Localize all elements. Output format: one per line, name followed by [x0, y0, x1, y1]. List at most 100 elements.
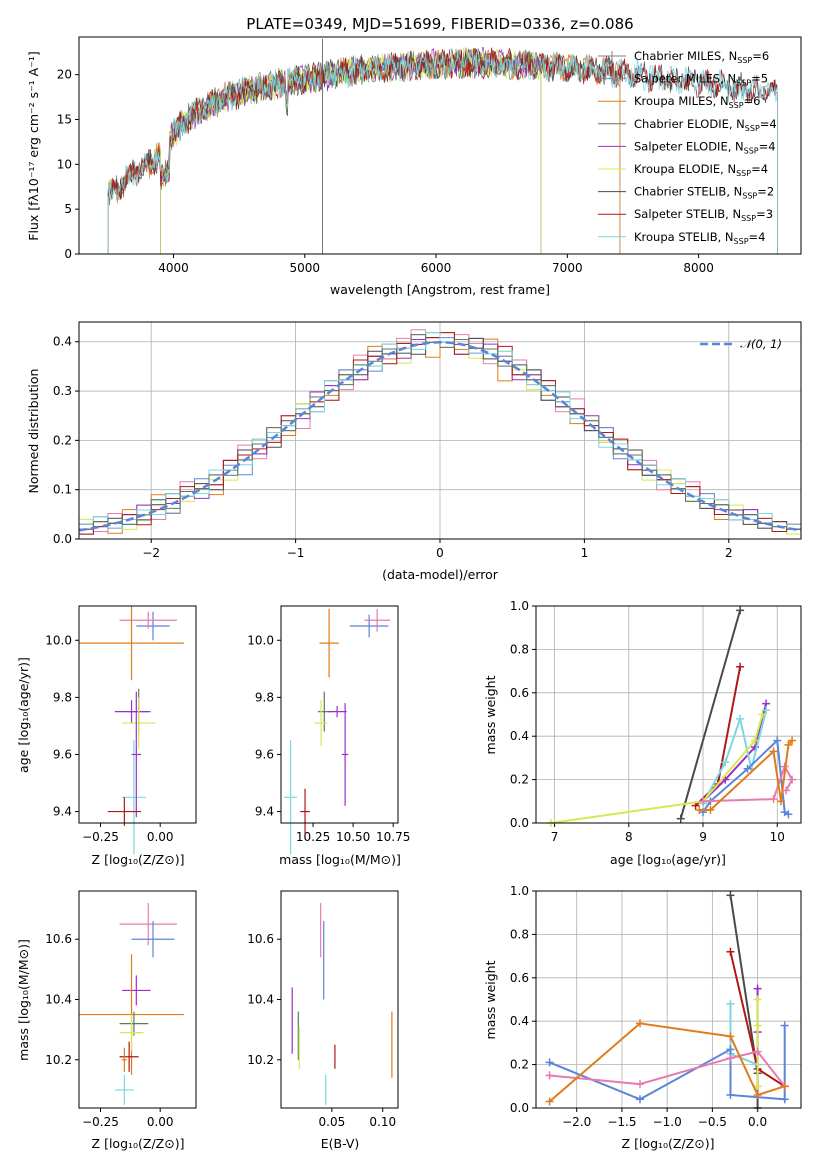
age-vs-metallicity-ytick-label: 9.8 — [53, 690, 72, 704]
weight-vs-metallicity-ytick-label: 0.4 — [510, 1014, 529, 1028]
spectrum-ytick-label: 20 — [57, 68, 72, 82]
weight-vs-metallicity-ytick-label: 0.0 — [510, 1101, 529, 1115]
age-vs-mass-panel: 10.25 10.50 10.75 9.4 9.6 9.8 10.0 — [247, 605, 410, 855]
mass-vs-ebv-xlabel: E(B-V) — [321, 1136, 360, 1151]
age-vs-metallicity-panel: −0.25 0.00 9.4 9.6 9.8 10.0 — [45, 605, 197, 855]
age-vs-mass-xtick-label: 10.75 — [376, 830, 410, 844]
spectrum-xtick-label: 8000 — [683, 261, 714, 275]
weight-vs-metallicity-xtick-label: 0.0 — [748, 1115, 767, 1129]
mass-vs-ebv-ytick-label: 10.4 — [247, 993, 274, 1007]
weight-vs-age-ytick-label: 0.8 — [510, 642, 529, 656]
spectrum-ytick-label: 0 — [64, 247, 72, 261]
weight-vs-metallicity-xtick-label: −2.0 — [562, 1115, 591, 1129]
spectrum-legend-label: Salpeter ELODIE, NSSP=4 — [634, 139, 776, 155]
age-vs-metallicity-xlabel: Z [log₁₀(Z/Z⊙)] — [92, 852, 185, 867]
spectrum-frame — [78, 36, 802, 255]
residuals-xtick-label: 0 — [436, 546, 444, 560]
spectrum-legend-subscript: SSP — [736, 169, 751, 178]
spectrum-legend-label: Salpeter MILES, NSSP=5 — [634, 72, 768, 88]
mass-vs-ebv-ytick-label: 10.6 — [247, 932, 274, 946]
weight-vs-metallicity-panel: −2.0 −1.5 −1.0 −0.5 0.0 0.0 0.2 0.4 0.6 0.8 1.0 — [510, 884, 802, 1129]
spectrum-legend-count: =4 — [760, 117, 777, 131]
weight-vs-age-series-line — [702, 703, 768, 803]
mass-vs-ebv-frame — [280, 890, 399, 1109]
weight-vs-metallicity-xtick-label: −1.0 — [653, 1115, 682, 1129]
spectrum-xtick-label: 6000 — [421, 261, 452, 275]
spectrum-legend-count: =3 — [756, 207, 773, 221]
residuals-xtick-label: 2 — [725, 546, 733, 560]
spectrum-legend-subscript: SSP — [745, 124, 760, 133]
weight-vs-metallicity-xtick-label: −0.5 — [698, 1115, 727, 1129]
weight-vs-age-ytick-label: 0.2 — [510, 773, 529, 787]
mass-vs-ebv-xtick-label: 0.05 — [319, 1115, 346, 1129]
spectrum-panel: 4000 5000 6000 7000 8000 0 5 10 15 20 Chabrier MIL… — [57, 36, 802, 275]
spectrum-ytick-label: 15 — [57, 112, 72, 126]
weight-vs-age-ytick-label: 0.4 — [510, 729, 529, 743]
age-vs-metallicity-frame — [78, 605, 197, 824]
spectrum-xtick-label: 5000 — [290, 261, 321, 275]
weight-vs-metallicity-ytick-label: 0.6 — [510, 971, 529, 985]
spectrum-xtick-label: 7000 — [552, 261, 583, 275]
spectrum-legend-count: =4 — [751, 162, 768, 176]
mass-vs-metallicity-xlabel: Z [log₁₀(Z/Z⊙)] — [92, 1136, 185, 1151]
residuals-frame — [78, 321, 802, 540]
mass-vs-ebv-panel: 0.05 0.10 10.2 10.4 10.6 — [247, 890, 399, 1129]
figure-title: PLATE=0349, MJD=51699, FIBERID=0336, z=0… — [246, 15, 633, 33]
spectrum-ytick-label: 5 — [64, 202, 72, 216]
spectrum-legend-label: Chabrier MILES, NSSP=6 — [634, 49, 769, 65]
weight-vs-age-series-line — [550, 714, 764, 824]
age-vs-mass-xlabel: mass [log₁₀(M/M⊙)] — [279, 852, 401, 867]
spectrum-legend-label: Chabrier STELIB, NSSP=2 — [634, 185, 774, 201]
spectrum-legend-label: Kroupa STELIB, NSSP=4 — [634, 230, 765, 246]
spectrum-legend-subscript: SSP — [742, 192, 757, 201]
weight-vs-metallicity-xtick-label: −1.5 — [607, 1115, 636, 1129]
spectrum-xtick-label: 4000 — [158, 261, 189, 275]
weight-vs-metallicity-frame — [535, 890, 802, 1109]
age-vs-mass-ytick-label: 9.4 — [255, 805, 274, 819]
spectrum-legend-count: =2 — [757, 185, 774, 199]
spectrum-legend-count: =6 — [744, 94, 761, 108]
residuals-histogram — [79, 332, 801, 529]
weight-vs-age-xlabel: age [log₁₀(age/yr)] — [610, 852, 726, 867]
residuals-ytick-label: 0.4 — [53, 335, 72, 349]
spectrum-legend-label: Kroupa ELODIE, NSSP=4 — [634, 162, 768, 178]
weight-vs-age-series-line — [679, 610, 742, 819]
mass-vs-metallicity-ytick-label: 10.2 — [45, 1053, 72, 1067]
mass-vs-ebv-ytick-label: 10.2 — [247, 1053, 274, 1067]
age-vs-metallicity-xtick-label: 0.00 — [147, 830, 174, 844]
mass-vs-metallicity-ylabel: mass [log₁₀(M/M⊙)] — [16, 939, 31, 1061]
spectrum-legend-label: Chabrier ELODIE, NSSP=4 — [634, 117, 777, 133]
weight-vs-age-ytick-label: 0.6 — [510, 686, 529, 700]
age-vs-metallicity-ytick-label: 9.6 — [53, 747, 72, 761]
residuals-xtick-label: −2 — [142, 546, 160, 560]
age-vs-mass-ytick-label: 9.6 — [255, 747, 274, 761]
spectrum-legend-count: =4 — [749, 230, 766, 244]
weight-vs-age-ytick-label: 1.0 — [510, 599, 529, 613]
weight-vs-age-panel: 7 8 9 10 0.0 0.2 0.4 0.6 0.8 1.0 — [510, 599, 802, 844]
residuals-xlabel: (data-model)/error — [382, 567, 499, 582]
spectrum-legend-subscript: SSP — [737, 56, 752, 65]
residuals-ytick-label: 0.1 — [53, 483, 72, 497]
age-vs-mass-xtick-label: 10.50 — [336, 830, 370, 844]
mass-vs-metallicity-xtick-label: −0.25 — [82, 1115, 119, 1129]
weight-vs-age-ytick-label: 0.0 — [510, 816, 529, 830]
weight-vs-metallicity-ytick-label: 0.2 — [510, 1058, 529, 1072]
residuals-xtick-label: 1 — [581, 546, 589, 560]
spectrum-series-line — [107, 49, 778, 201]
spectrum-legend-count: =4 — [759, 139, 776, 153]
spectrum-legend-subscript: SSP — [736, 79, 751, 88]
spectrum-xlabel: wavelength [Angstrom, rest frame] — [330, 282, 550, 297]
mass-vs-metallicity-xtick-label: 0.00 — [147, 1115, 174, 1129]
residuals-ytick-label: 0.3 — [53, 384, 72, 398]
residuals-xtick-label: −1 — [287, 546, 305, 560]
age-vs-mass-ytick-label: 10.0 — [247, 633, 274, 647]
mass-vs-metallicity-ytick-label: 10.4 — [45, 993, 72, 1007]
residuals-panel: −2 −1 0 1 2 0.0 0.1 0.2 0.3 0.4 𝒩(0, 1) — [53, 321, 802, 560]
age-vs-metallicity-ytick-label: 10.0 — [45, 633, 72, 647]
residuals-legend-label: 𝒩(0, 1) — [740, 337, 782, 351]
normal-curve — [78, 340, 802, 532]
age-vs-mass-ytick-label: 9.8 — [255, 690, 274, 704]
weight-vs-metallicity-ytick-label: 1.0 — [510, 884, 529, 898]
residuals-ytick-label: 0.0 — [53, 532, 72, 546]
